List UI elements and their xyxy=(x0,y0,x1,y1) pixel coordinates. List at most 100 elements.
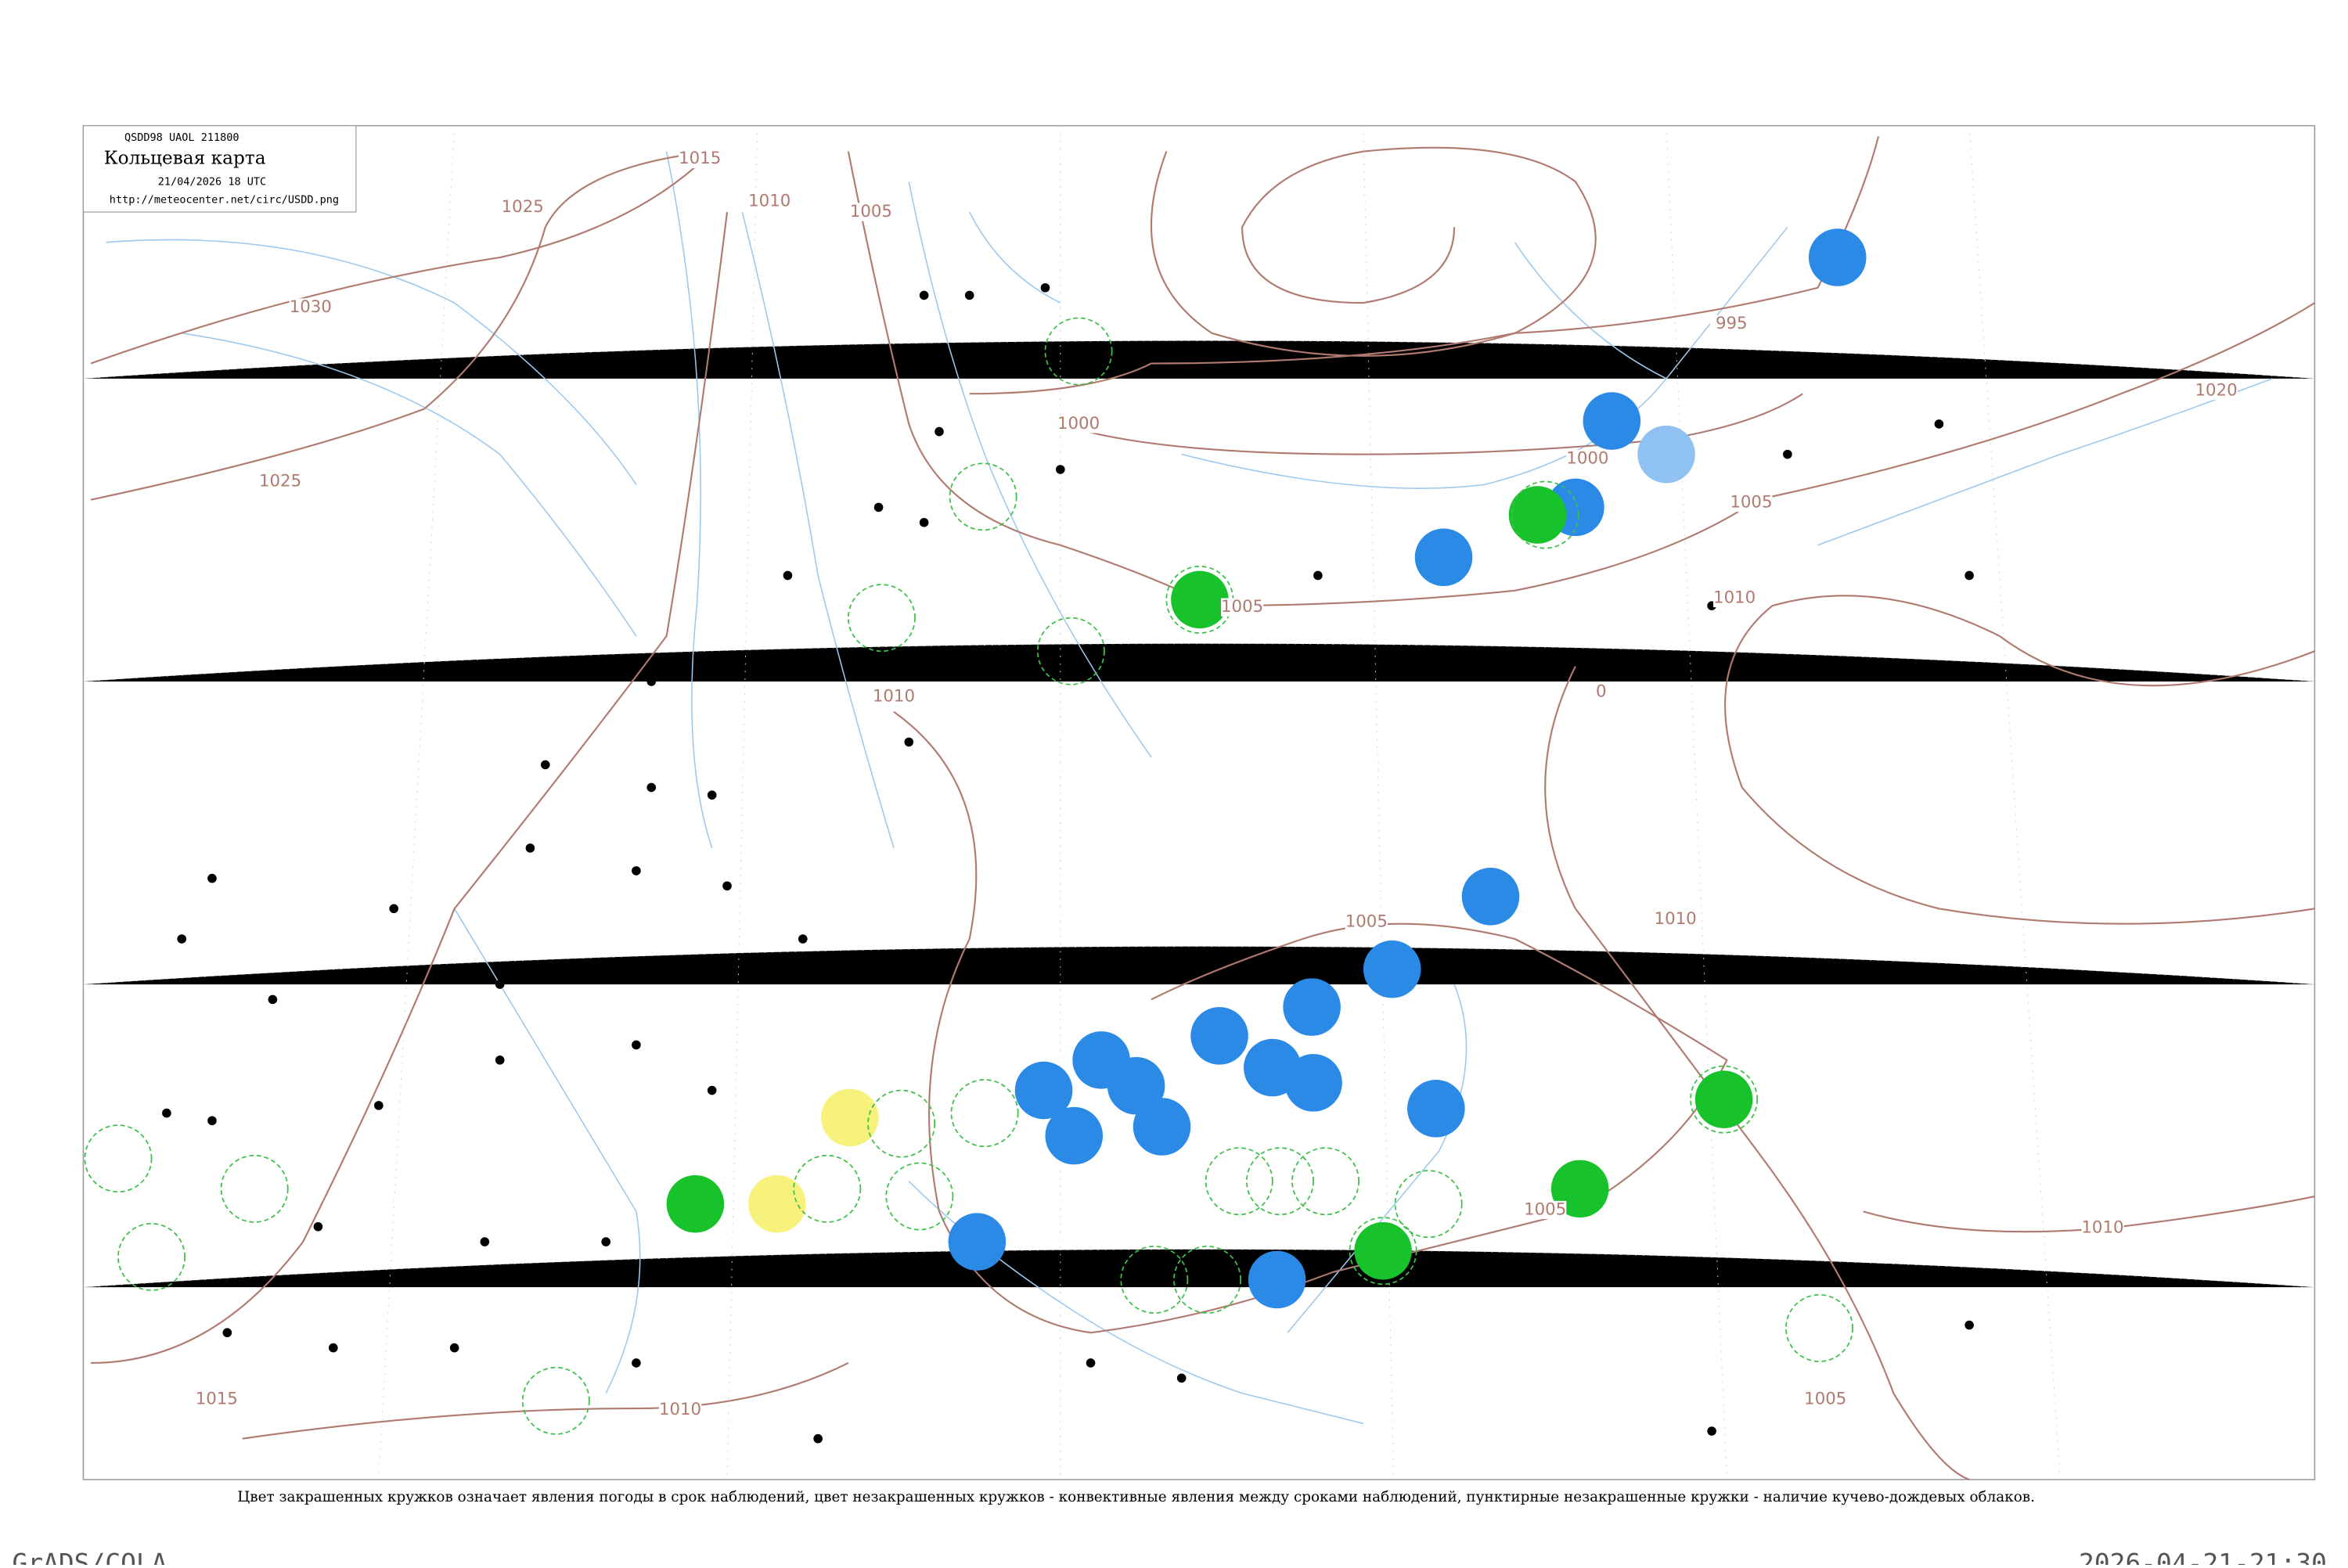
cb-ring xyxy=(885,1162,954,1231)
weather-circle xyxy=(1045,1106,1104,1165)
weather-circle xyxy=(1171,570,1229,629)
cb-ring xyxy=(220,1154,289,1223)
weather-circle xyxy=(1133,1098,1191,1156)
cb-ring xyxy=(1349,1217,1417,1286)
weather-circle xyxy=(1694,1070,1753,1128)
cb-ring xyxy=(521,1366,590,1435)
weather-circle xyxy=(1248,1250,1306,1309)
station xyxy=(707,790,717,800)
station xyxy=(1707,1426,1716,1436)
cb-ring xyxy=(1205,1147,1273,1216)
station xyxy=(1176,1373,1187,1383)
cb-ring xyxy=(793,1154,862,1223)
weather-circle xyxy=(948,1213,1007,1271)
station xyxy=(904,1268,914,1277)
isobar-label: 1010 xyxy=(873,686,915,706)
isobar-label: 1010 xyxy=(2081,1218,2123,1238)
isobar-label: 1005 xyxy=(1345,912,1388,932)
station xyxy=(919,517,929,527)
isobar-label: 1020 xyxy=(2195,380,2238,400)
weather-circle xyxy=(1583,392,1641,450)
cb-ring xyxy=(1291,1147,1359,1216)
station xyxy=(389,904,399,914)
header-box xyxy=(82,125,357,213)
weather-circle xyxy=(1190,1007,1248,1065)
cb-ring xyxy=(1044,317,1113,386)
station xyxy=(495,1056,505,1065)
cb-ring xyxy=(1394,1170,1463,1239)
weather-circle xyxy=(1354,1221,1412,1280)
station xyxy=(1086,1358,1096,1368)
isobar-label-bg xyxy=(1804,1390,1847,1409)
isobar-label: 1005 xyxy=(1524,1199,1566,1219)
station xyxy=(495,980,505,989)
cb-ring xyxy=(1120,1246,1189,1314)
isobar-label: 1030 xyxy=(290,297,332,317)
station xyxy=(632,1040,641,1050)
station xyxy=(904,737,914,747)
cb-ring xyxy=(950,1079,1019,1148)
isobar-label: 1005 xyxy=(1804,1389,1846,1408)
isobar-label-bg xyxy=(872,687,916,706)
isobar-label-bg xyxy=(1057,415,1100,433)
isobar-label-bg xyxy=(289,298,332,317)
weather-circle xyxy=(1363,940,1421,998)
isobar-label: 1010 xyxy=(659,1400,701,1419)
station xyxy=(540,760,550,770)
isobar-label-bg xyxy=(849,203,892,221)
station xyxy=(329,1343,338,1353)
isobar-label-bg xyxy=(501,198,544,217)
isobar-label: 1025 xyxy=(502,197,544,217)
station-circles xyxy=(84,228,1974,1444)
weather-circle xyxy=(1284,1054,1342,1112)
station xyxy=(646,782,657,793)
isobar-label: 1010 xyxy=(748,191,790,210)
isobar-label: 995 xyxy=(1716,314,1748,333)
station xyxy=(813,1433,823,1444)
station xyxy=(222,1328,232,1338)
weather-circle xyxy=(748,1174,806,1233)
cb-ring xyxy=(1690,1065,1759,1134)
cb-ring xyxy=(1036,617,1105,685)
station xyxy=(873,502,884,512)
caption: Цвет закрашенных кружков означает явлени… xyxy=(237,1489,2035,1505)
station xyxy=(783,661,793,671)
station xyxy=(177,934,187,944)
weather-circle xyxy=(666,1174,725,1233)
isobar-label-bg xyxy=(2195,381,2238,400)
header-url: http://meteocenter.net/circ/USDD.png xyxy=(110,193,339,206)
station xyxy=(632,866,641,876)
isobar-label-bg xyxy=(1566,449,1609,469)
isobar-label: 0 xyxy=(1596,682,1607,702)
station xyxy=(525,843,535,853)
weather-circle xyxy=(1461,868,1520,926)
isobar-label: 1005 xyxy=(1221,597,1263,617)
station xyxy=(722,881,732,891)
isobar-label: 1025 xyxy=(259,471,301,491)
station xyxy=(1313,570,1323,581)
station xyxy=(449,1343,459,1353)
isobar-label-bg xyxy=(1524,1200,1567,1220)
weather-circle xyxy=(1508,486,1567,544)
isobar-label-bg xyxy=(1713,588,1756,608)
isobar-label-bg xyxy=(1221,598,1264,617)
map-header: QSDD98 UAOL 211800 Кольцевая карта 21/04… xyxy=(82,125,357,213)
station xyxy=(1964,1320,1974,1330)
cb-ring xyxy=(848,584,916,653)
isobar-label-bg xyxy=(679,149,722,168)
station xyxy=(964,290,974,300)
station xyxy=(374,1101,384,1110)
station xyxy=(601,1237,610,1246)
cb-ring xyxy=(1511,480,1579,549)
station xyxy=(632,1358,641,1368)
cb-ring xyxy=(949,462,1017,531)
weather-circle xyxy=(821,1088,879,1147)
isobar-label: 1010 xyxy=(1655,909,1697,929)
weather-circle xyxy=(1637,425,1695,484)
station xyxy=(707,661,717,671)
isobar-label: 1010 xyxy=(1713,588,1756,608)
cb-ring xyxy=(1173,1246,1242,1314)
cb-ring xyxy=(117,1223,185,1291)
weather-circle xyxy=(1414,528,1473,587)
